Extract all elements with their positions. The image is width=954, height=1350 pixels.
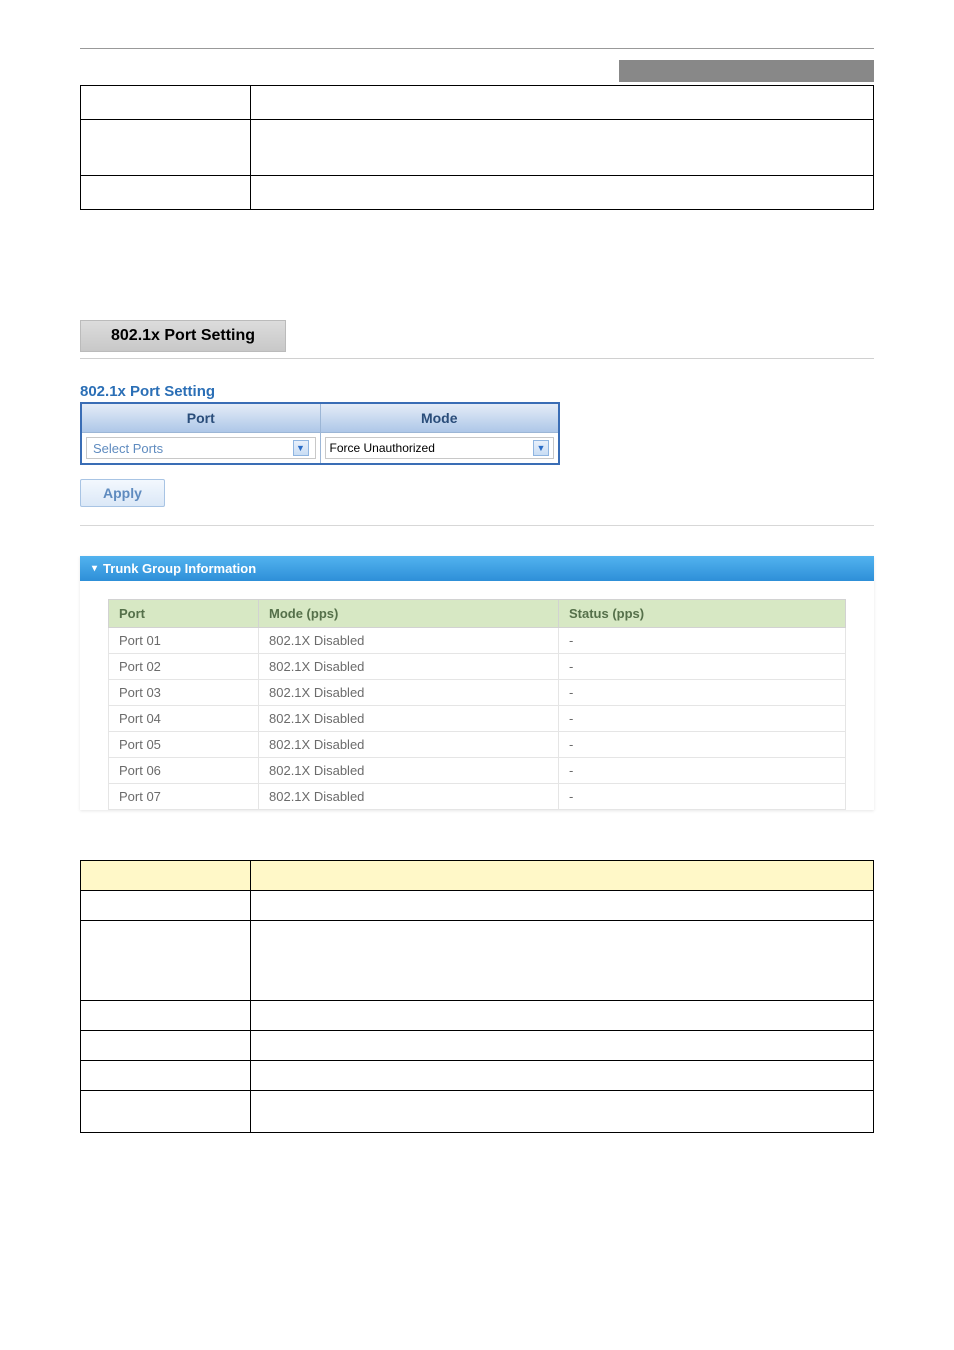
table-row [81, 176, 874, 210]
cell [251, 1031, 874, 1061]
chevron-down-icon: ▼ [293, 440, 309, 456]
col-port: Port [109, 600, 259, 628]
cell [81, 86, 251, 120]
col-port: Port [81, 403, 320, 433]
table-row [81, 861, 874, 891]
table-row: Port 06802.1X Disabled- [109, 758, 846, 784]
divider [80, 48, 874, 49]
cell-status: - [559, 758, 846, 784]
cell [81, 1001, 251, 1031]
cell [81, 921, 251, 1001]
divider [80, 358, 874, 359]
cell [251, 1091, 874, 1133]
top-gray-bar [619, 60, 874, 82]
table-row [81, 1061, 874, 1091]
table-row [81, 891, 874, 921]
cell-mode: 802.1X Disabled [259, 732, 559, 758]
trunk-panel-header[interactable]: ▾ Trunk Group Information [80, 556, 874, 581]
table-row: Port 02802.1X Disabled- [109, 654, 846, 680]
cell-mode: 802.1X Disabled [259, 784, 559, 810]
cell-mode: 802.1X Disabled [259, 654, 559, 680]
section-title: 802.1x Port Setting [80, 320, 286, 352]
cell-port: Port 04 [109, 706, 259, 732]
cell-status: - [559, 654, 846, 680]
table-row: Port 01802.1X Disabled- [109, 628, 846, 654]
cell [81, 1091, 251, 1133]
table-row [81, 1091, 874, 1133]
cell [251, 120, 874, 176]
table-row [81, 86, 874, 120]
table-row: Port 05802.1X Disabled- [109, 732, 846, 758]
apply-button[interactable]: Apply [80, 479, 165, 507]
cell-status: - [559, 784, 846, 810]
cell-mode: 802.1X Disabled [259, 706, 559, 732]
cell-port: Port 01 [109, 628, 259, 654]
col-status-pps: Status (pps) [559, 600, 846, 628]
cell [81, 891, 251, 921]
table-row: Port 04802.1X Disabled- [109, 706, 846, 732]
mode-value: Force Unauthorized [330, 441, 435, 455]
divider [80, 525, 874, 526]
cell [251, 1061, 874, 1091]
table-row [81, 921, 874, 1001]
table-row [81, 120, 874, 176]
parameter-table [80, 860, 874, 1133]
cell-port: Port 02 [109, 654, 259, 680]
cell-status: - [559, 732, 846, 758]
cell-port: Port 06 [109, 758, 259, 784]
cell-mode: 802.1X Disabled [259, 628, 559, 654]
definition-table [80, 85, 874, 210]
cell [251, 86, 874, 120]
cell [81, 120, 251, 176]
table-row [81, 1031, 874, 1061]
cell [251, 891, 874, 921]
cell-port: Port 03 [109, 680, 259, 706]
cell-status: - [559, 628, 846, 654]
cell [251, 921, 874, 1001]
select-ports-dropdown[interactable]: Select Ports ▼ [86, 437, 316, 459]
trunk-group-panel: ▾ Trunk Group Information Port Mode (pps… [80, 556, 874, 810]
col-mode: Mode [320, 403, 559, 433]
cell-mode: 802.1X Disabled [259, 680, 559, 706]
chevron-down-icon: ▼ [533, 440, 549, 456]
cell [81, 1031, 251, 1061]
table-row: Port 07802.1X Disabled- [109, 784, 846, 810]
port-setting-table: Port Mode Select Ports ▼ Force Unauthori… [80, 402, 560, 465]
select-ports-label: Select Ports [93, 441, 163, 456]
table-row: Port 03802.1X Disabled- [109, 680, 846, 706]
port-setting-title: 802.1x Port Setting [80, 383, 874, 400]
cell [251, 861, 874, 891]
trunk-panel-title: Trunk Group Information [103, 561, 256, 576]
mode-dropdown[interactable]: Force Unauthorized ▼ [325, 437, 555, 459]
cell [81, 861, 251, 891]
cell [251, 1001, 874, 1031]
cell [251, 176, 874, 210]
cell-port: Port 05 [109, 732, 259, 758]
trunk-info-table: Port Mode (pps) Status (pps) Port 01802.… [108, 599, 846, 810]
col-mode-pps: Mode (pps) [259, 600, 559, 628]
cell [81, 176, 251, 210]
cell-status: - [559, 680, 846, 706]
cell-mode: 802.1X Disabled [259, 758, 559, 784]
chevron-down-icon: ▾ [92, 563, 97, 574]
table-row [81, 1001, 874, 1031]
cell [81, 1061, 251, 1091]
cell-port: Port 07 [109, 784, 259, 810]
cell-status: - [559, 706, 846, 732]
